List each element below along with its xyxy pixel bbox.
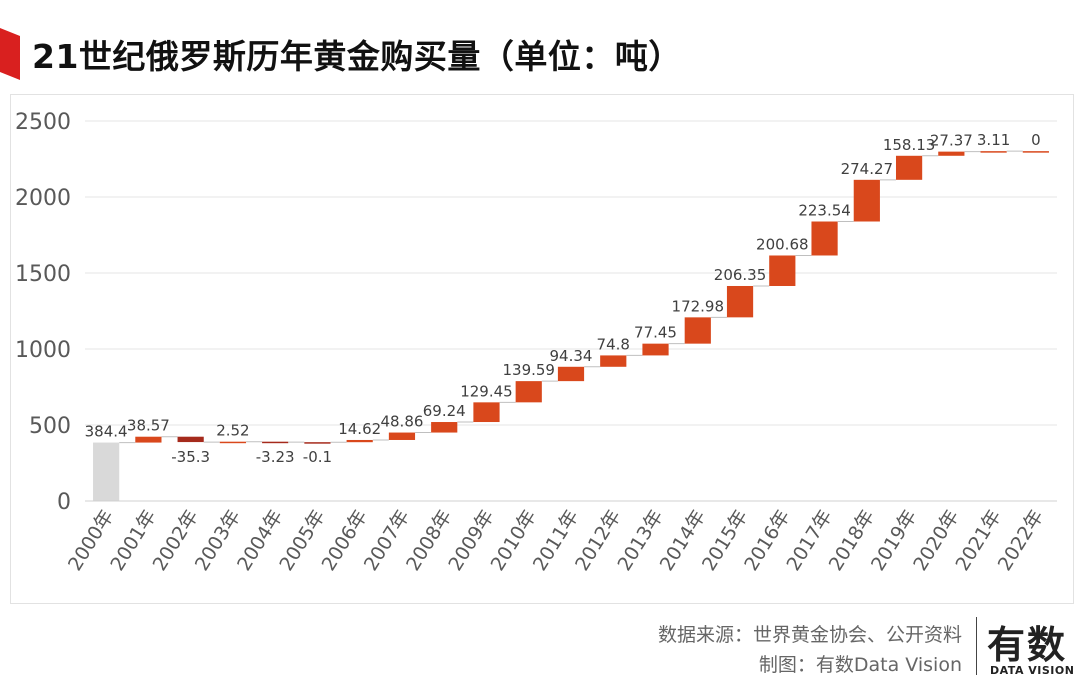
y-tick-label: 1500 (15, 262, 71, 287)
y-tick-label: 0 (57, 490, 71, 515)
bar (473, 402, 500, 423)
data-label: 94.34 (550, 347, 593, 365)
data-label: 223.54 (798, 202, 851, 220)
data-label: 14.62 (338, 420, 381, 438)
data-label: 139.59 (502, 361, 555, 379)
y-tick-label: 1000 (15, 338, 71, 363)
bar (769, 255, 796, 286)
bar (980, 151, 1007, 153)
bar (895, 155, 923, 180)
data-label: 48.86 (380, 413, 423, 431)
bar (346, 439, 373, 443)
chart-title: 21世纪俄罗斯历年黄金购买量（单位：吨） (32, 37, 682, 76)
bar (93, 442, 120, 501)
data-label: 38.57 (127, 417, 170, 435)
data-label: 384.4 (85, 423, 128, 441)
data-label: 274.27 (841, 160, 894, 178)
bar (304, 442, 331, 444)
data-label: 206.35 (714, 266, 767, 284)
bar (388, 432, 416, 440)
bar (431, 422, 458, 433)
bar (515, 381, 542, 403)
data-label: -35.3 (171, 448, 210, 466)
bar (600, 355, 627, 367)
chart-maker: 制图：有数Data Vision (758, 654, 962, 676)
data-label: -0.1 (303, 448, 332, 466)
bar (642, 343, 669, 356)
brand-logo-subtitle: DATA VISION (990, 664, 1075, 677)
data-label: 158.13 (883, 136, 936, 154)
bar (726, 285, 754, 318)
data-label: -3.23 (256, 448, 295, 466)
y-tick-label: 500 (29, 414, 71, 439)
data-label: 0 (1031, 131, 1041, 149)
title-accent-bar (0, 28, 20, 80)
bar (557, 366, 585, 382)
brand-logo: 有数 (987, 623, 1068, 667)
data-label: 77.45 (634, 324, 677, 342)
data-label: 69.24 (423, 402, 466, 420)
y-tick-label: 2500 (15, 110, 71, 135)
logo-divider (976, 617, 977, 675)
bar (262, 441, 289, 444)
data-label: 74.8 (597, 335, 630, 353)
data-label: 27.37 (930, 132, 973, 150)
bar (135, 436, 162, 443)
data-label: 200.68 (756, 235, 809, 253)
bar (684, 317, 711, 344)
data-label: 2.52 (216, 422, 249, 440)
bar (1022, 151, 1049, 153)
bar (177, 436, 204, 443)
data-label: 172.98 (672, 297, 725, 315)
data-source: 数据来源：世界黄金协会、公开资料 (657, 624, 962, 646)
chart-area: 0 500 1000 1500 2000 2500 384.4 38.57 -35.3 2.52-… (10, 94, 1074, 604)
bar (811, 221, 838, 256)
bar (938, 151, 965, 156)
data-label: 3.11 (977, 131, 1010, 149)
y-tick-label: 2000 (15, 186, 71, 211)
bar (853, 179, 880, 222)
data-label: 129.45 (460, 382, 513, 400)
bar (219, 441, 247, 444)
